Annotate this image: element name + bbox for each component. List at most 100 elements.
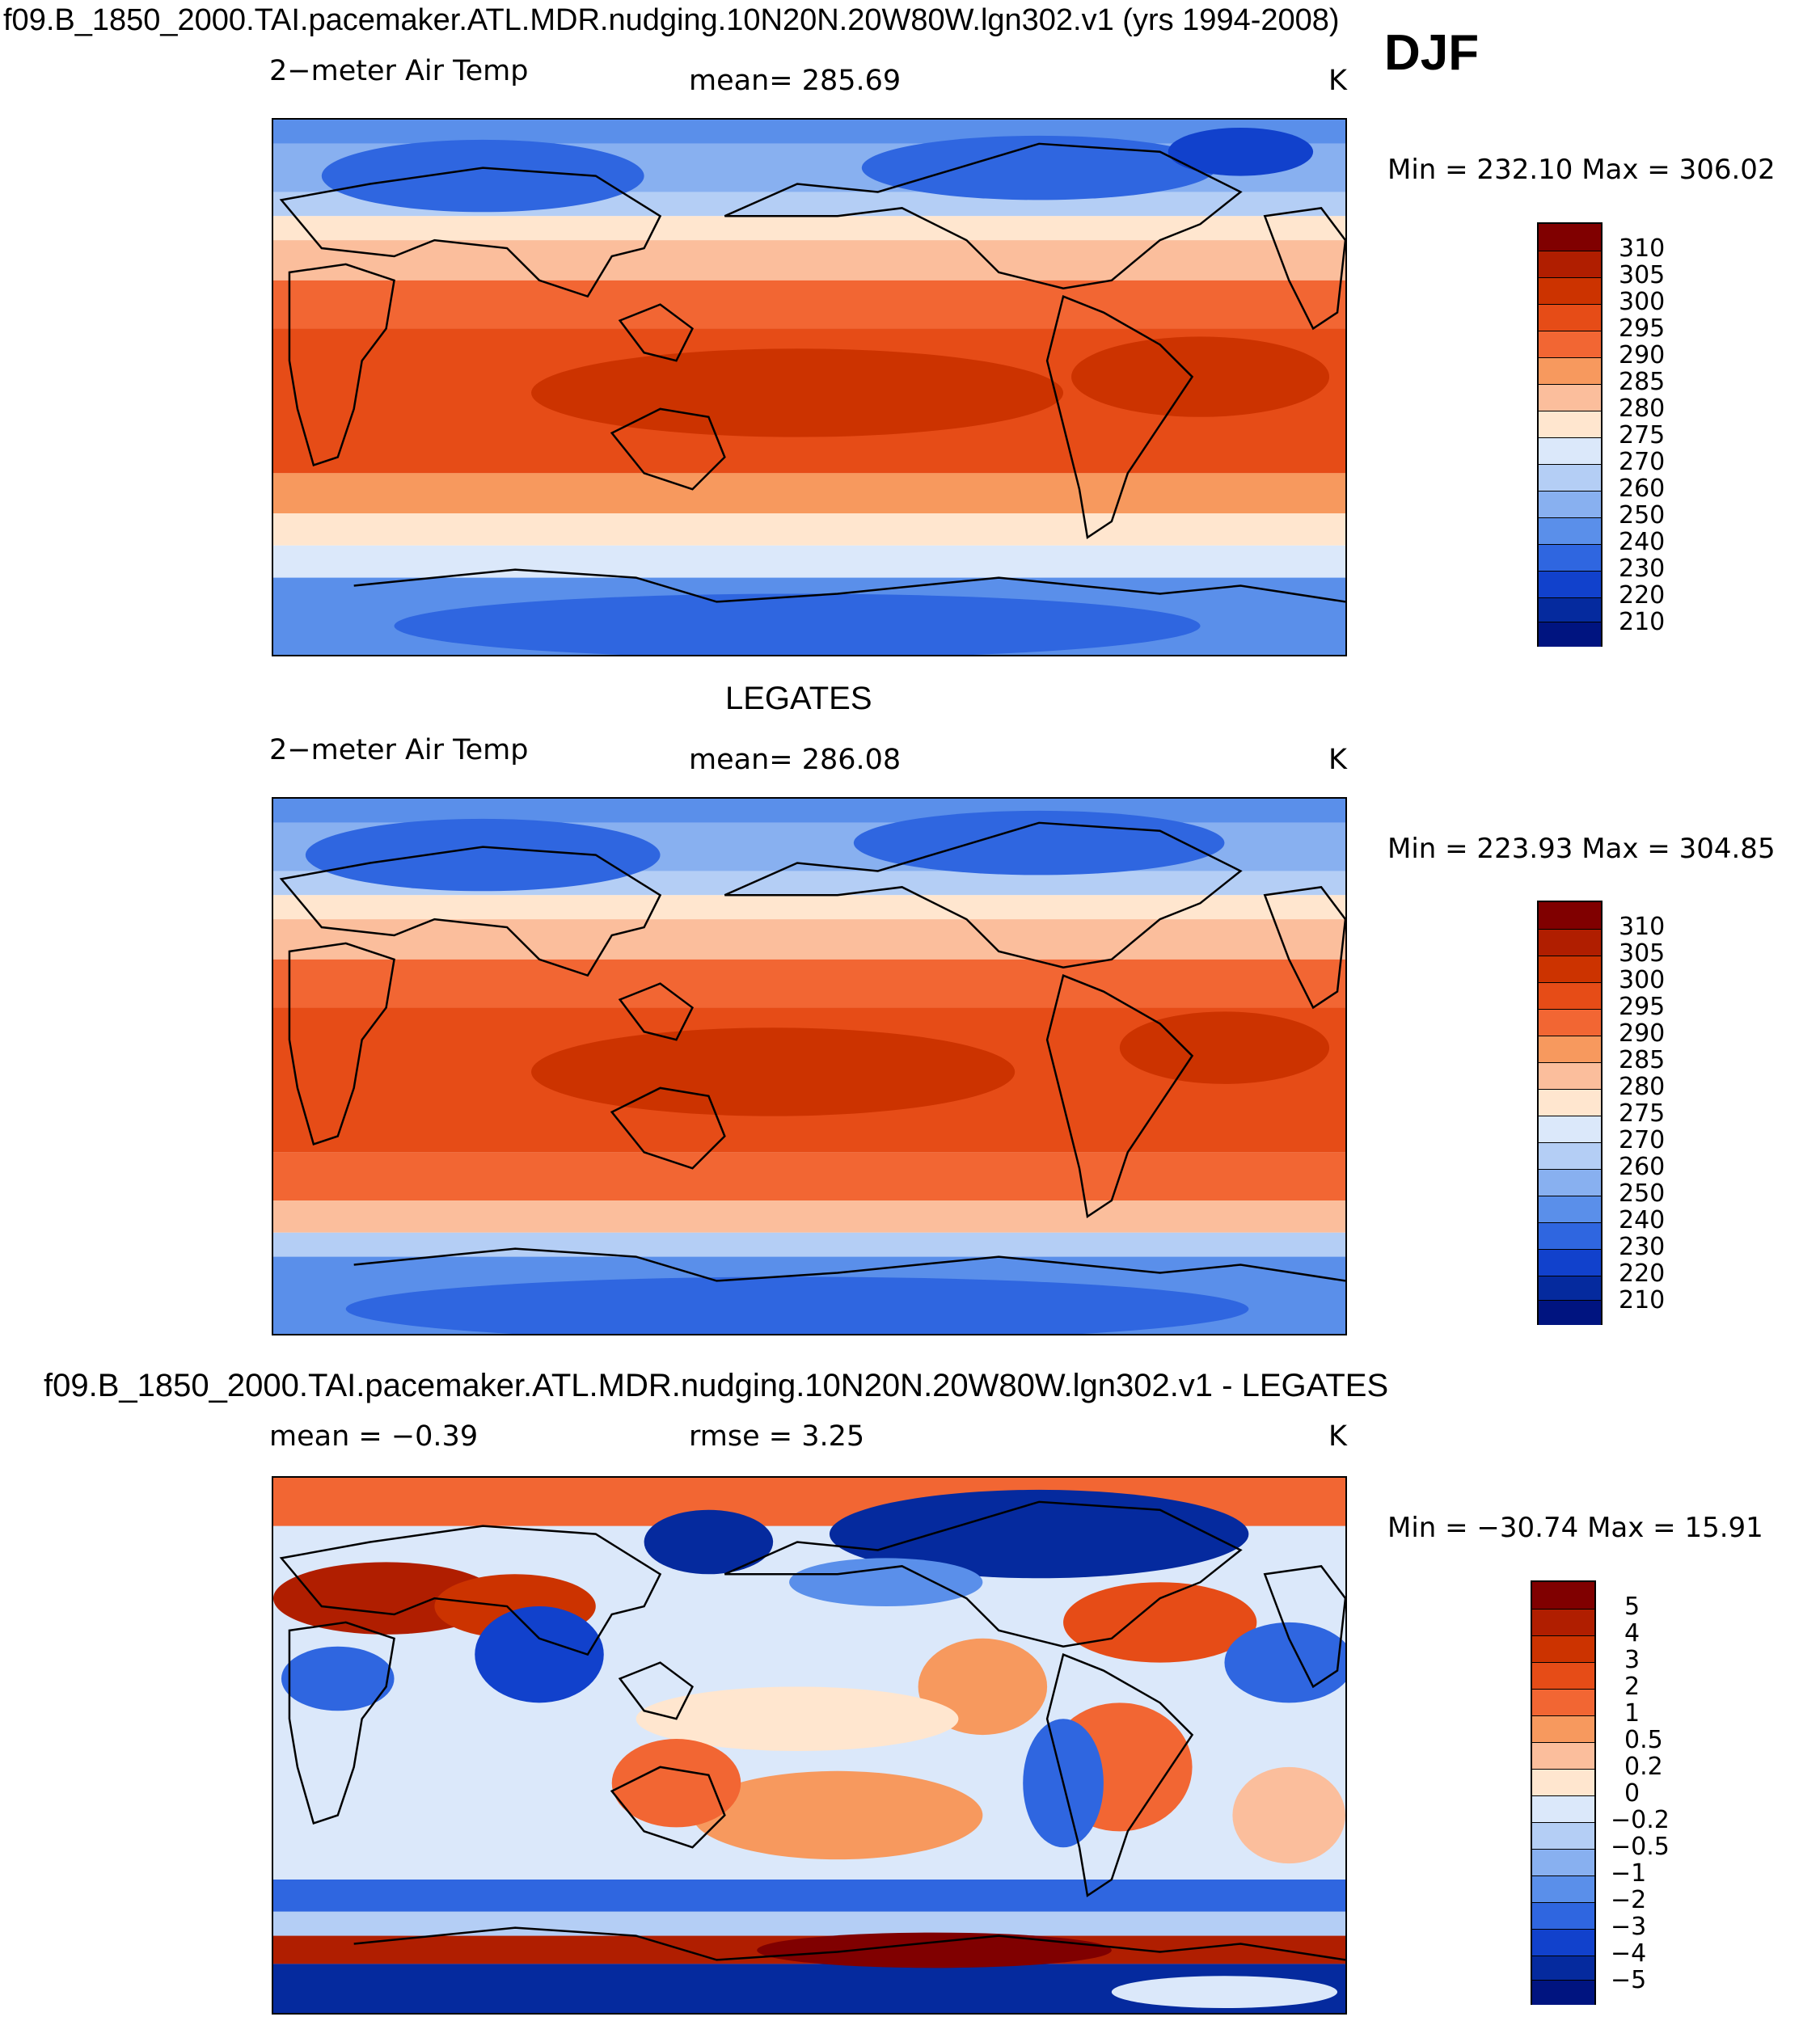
panel-variable-label: 2−meter Air Temp <box>269 55 529 87</box>
colorbar-tick-label: 305 <box>1619 261 1666 289</box>
band <box>273 1152 1345 1200</box>
colorbar-swatch <box>1532 1635 1594 1663</box>
colorbar-swatch <box>1532 1662 1594 1690</box>
colorbar-tick-label: 1 <box>1624 1699 1641 1728</box>
panel-rmse-label: rmse = 3.25 <box>689 1420 865 1453</box>
colorbar-swatch <box>1532 1715 1594 1743</box>
coastlines <box>279 821 1345 1282</box>
colorbar-tick-label: 3 <box>1624 1646 1641 1674</box>
colorbar-swatch <box>1532 1689 1594 1716</box>
colorbar-tick-label: −0.5 <box>1611 1833 1670 1861</box>
colorbar-swatch <box>1532 1875 1594 1903</box>
coastlines <box>279 142 1345 603</box>
colorbar-swatch <box>1539 1169 1601 1196</box>
panel-minmax-label: Min = 232.10 Max = 306.02 <box>1387 154 1776 186</box>
anomaly <box>644 1509 774 1575</box>
colorbar-tick-label: 305 <box>1619 939 1666 968</box>
colorbar-tick-label: 230 <box>1619 555 1666 583</box>
cold-region <box>345 1276 1249 1334</box>
colorbar-swatch <box>1532 1795 1594 1823</box>
colorbar-swatch <box>1532 1980 1594 2005</box>
map-difference-svg <box>273 1478 1345 2013</box>
colorbar-swatch <box>1532 1582 1594 1610</box>
colorbar-swatch <box>1539 929 1601 956</box>
colorbar-swatch <box>1532 1902 1594 1930</box>
colorbar-swatch <box>1539 437 1601 465</box>
map-legates-temperature <box>272 797 1347 1335</box>
colorbar-swatch <box>1539 224 1601 251</box>
colorbar-tick-label: 275 <box>1619 1099 1666 1128</box>
band <box>273 959 1345 1008</box>
colorbar-tick-label: 285 <box>1619 368 1666 396</box>
band <box>273 1879 1345 1912</box>
colorbar-swatch <box>1539 1276 1601 1301</box>
band <box>273 513 1345 546</box>
panel-variable-label: 2−meter Air Temp <box>269 734 529 766</box>
map-model-svg <box>273 120 1345 655</box>
band <box>273 240 1345 281</box>
coastlines <box>279 1500 1345 1961</box>
anomaly <box>611 1739 741 1828</box>
colorbar-tick-label: 290 <box>1619 1019 1666 1048</box>
colorbar-swatch <box>1539 517 1601 545</box>
colorbar-swatch <box>1532 1609 1594 1636</box>
colorbar-tick-label: 240 <box>1619 1206 1666 1234</box>
band <box>273 473 1345 514</box>
colorbar-tick-label: 210 <box>1619 608 1666 636</box>
panel-mean-label: mean= 285.69 <box>689 65 902 97</box>
figure-title: f09.B_1850_2000.TAI.pacemaker.ATL.MDR.nu… <box>3 3 1340 37</box>
colorbar-swatch <box>1539 1249 1601 1276</box>
colorbar-swatch <box>1532 1956 1594 1981</box>
panel-title: LEGATES <box>725 681 872 716</box>
colorbar-tick-label: −0.2 <box>1611 1806 1670 1834</box>
colorbar-swatch <box>1539 384 1601 411</box>
panel-units-label: K <box>1328 65 1347 97</box>
colorbar-swatch <box>1539 1142 1601 1170</box>
colorbar-tick-label: 275 <box>1619 421 1666 449</box>
colorbar-tick-label: 210 <box>1619 1286 1666 1314</box>
colorbar-swatch <box>1539 956 1601 983</box>
colorbar-tick-label: 5 <box>1624 1593 1641 1621</box>
colorbar-swatch <box>1532 1929 1594 1956</box>
colorbar-swatch <box>1539 411 1601 438</box>
colorbar-tick-label: 300 <box>1619 966 1666 994</box>
colorbar-tick-label: 2 <box>1624 1673 1641 1701</box>
anomaly <box>1111 1976 1338 2009</box>
anomaly <box>636 1686 959 1751</box>
map-model-temperature <box>272 118 1347 656</box>
anomaly <box>692 1770 983 1860</box>
colorbar-tick-label: 4 <box>1624 1619 1641 1648</box>
colorbar-tick-label: −4 <box>1611 1939 1647 1968</box>
colorbar-tick-label: 310 <box>1619 913 1666 941</box>
colorbar-difference <box>1531 1580 1596 2005</box>
colorbar-temperature-1 <box>1537 222 1603 647</box>
band <box>273 919 1345 960</box>
cold-region <box>861 135 1217 200</box>
colorbar-tick-label: 295 <box>1619 993 1666 1021</box>
colorbar-tick-label: −5 <box>1611 1966 1647 1994</box>
colorbar-swatch <box>1539 304 1601 331</box>
colorbar-swatch <box>1539 1116 1601 1143</box>
colorbar-swatch <box>1532 1769 1594 1796</box>
band <box>273 216 1345 241</box>
cold-region <box>305 818 661 892</box>
colorbar-tick-label: 280 <box>1619 394 1666 423</box>
band <box>273 895 1345 920</box>
cold-region <box>853 810 1225 875</box>
panel-units-label: K <box>1328 744 1347 776</box>
colorbar-tick-label: 250 <box>1619 501 1666 530</box>
colorbar-swatch <box>1539 357 1601 385</box>
warm-pool <box>1119 1011 1330 1084</box>
anomaly <box>829 1489 1249 1579</box>
anomaly <box>1224 1622 1345 1703</box>
cold-region <box>321 139 644 213</box>
panel-units-label: K <box>1328 1420 1347 1453</box>
colorbar-tick-label: 0 <box>1624 1779 1641 1808</box>
panel-title: f09.B_1850_2000.TAI.pacemaker.ATL.MDR.nu… <box>44 1368 1389 1403</box>
colorbar-swatch <box>1532 1742 1594 1770</box>
colorbar-swatch <box>1539 1222 1601 1250</box>
map-difference <box>272 1476 1347 2015</box>
colorbar-swatch <box>1539 1089 1601 1116</box>
cold-region <box>1168 127 1314 176</box>
panel-mean-label: mean= 286.08 <box>689 744 902 776</box>
